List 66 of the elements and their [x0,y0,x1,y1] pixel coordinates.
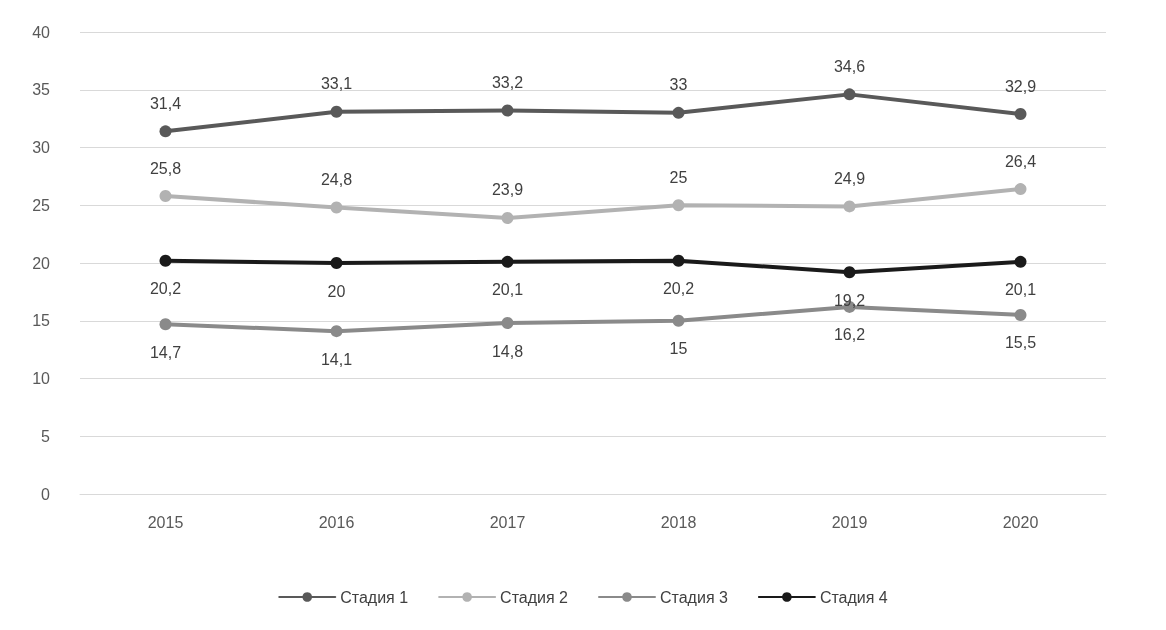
data-label: 24,9 [833,169,866,187]
data-label: 20,2 [149,280,182,298]
point [159,254,172,267]
y-tick-label: 0 [41,485,51,503]
point [672,199,685,212]
point [330,257,343,269]
point [501,255,514,268]
data-label: 16,2 [833,326,866,344]
point [159,190,172,203]
data-label: 14,1 [320,350,353,368]
data-label: 20,1 [491,281,524,299]
point [672,106,685,119]
legend-label: Стадия 3 [660,588,728,606]
legend-label: Стадия 4 [819,588,888,606]
data-label: 24,8 [320,171,353,189]
x-tick-label: 2017 [489,513,526,531]
legend-label: Стадия 1 [340,588,409,606]
y-tick-label: 40 [32,23,51,41]
data-label: 20,2 [662,280,695,298]
data-label: 26,4 [1004,152,1037,170]
data-label: 33 [669,76,688,94]
y-tick-label: 25 [32,196,51,214]
point [843,200,856,213]
point [501,104,514,117]
data-label: 14,7 [149,343,182,361]
point [501,211,514,224]
point [501,317,514,330]
data-label: 31,4 [149,94,182,112]
data-label: 34,6 [833,57,866,75]
data-label: 15 [669,340,688,358]
data-label: 15,5 [1004,334,1037,352]
x-tick-label: 2015 [147,513,184,531]
data-label: 25,8 [149,159,182,177]
x-tick-label: 2018 [660,513,697,531]
x-tick-label: 2016 [318,513,355,531]
legend-label: Стадия 2 [500,588,569,606]
y-tick-label: 20 [32,254,51,272]
y-tick-label: 5 [41,427,51,445]
data-label: 33,1 [320,75,353,93]
data-label: 23,9 [491,181,524,199]
point [159,125,172,138]
point [330,105,343,118]
point [843,88,856,101]
y-tick-label: 30 [32,139,51,156]
data-label: 33,2 [491,74,524,92]
data-label: 19,2 [833,291,866,309]
data-label: 20 [327,282,346,300]
y-tick-label: 10 [32,370,51,387]
point [159,318,172,331]
point [672,254,685,267]
data-label: 25 [669,168,688,186]
point [1014,255,1027,268]
point [1014,108,1027,120]
point [1014,183,1027,196]
point [330,325,343,338]
y-tick-label: 35 [32,81,51,99]
data-label: 20,1 [1004,281,1037,299]
x-tick-label: 2019 [831,513,868,531]
data-label: 32,9 [1004,77,1037,95]
point [330,201,343,214]
x-tick-label: 2020 [1002,513,1039,531]
point [843,266,856,279]
point [672,314,685,327]
data-label: 14,8 [491,342,524,360]
point [1014,308,1027,321]
y-tick-label: 15 [32,312,51,330]
